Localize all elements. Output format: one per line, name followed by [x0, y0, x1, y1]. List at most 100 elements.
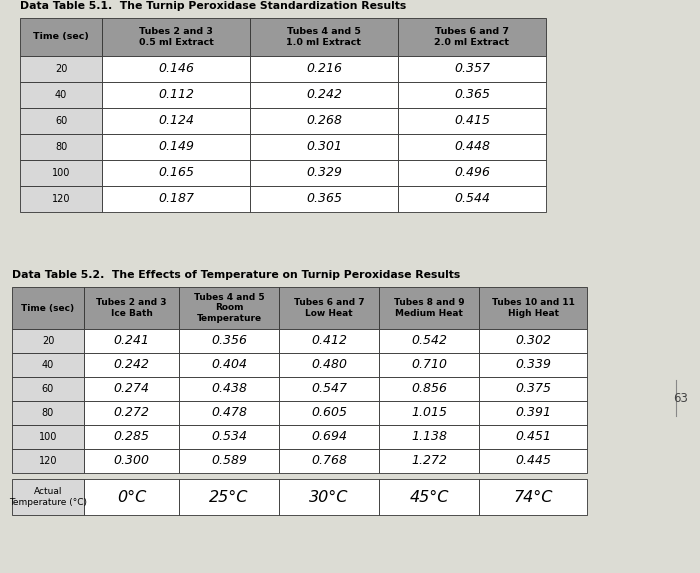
Text: 0.547: 0.547 — [311, 383, 347, 395]
Bar — [102, 108, 250, 134]
Text: 0.445: 0.445 — [515, 454, 551, 468]
Text: 0.365: 0.365 — [454, 88, 490, 101]
Text: 0.412: 0.412 — [311, 335, 347, 347]
Bar — [379, 353, 479, 377]
Text: Tubes 8 and 9
Medium Heat: Tubes 8 and 9 Medium Heat — [393, 299, 464, 317]
Bar — [12, 425, 84, 449]
Text: 60: 60 — [55, 116, 67, 126]
Bar — [12, 353, 84, 377]
Text: Tubes 6 and 7
Low Heat: Tubes 6 and 7 Low Heat — [294, 299, 364, 317]
Text: 20: 20 — [55, 64, 67, 74]
Bar — [12, 401, 84, 425]
Bar — [250, 160, 398, 186]
Text: 0.478: 0.478 — [211, 406, 247, 419]
Bar — [102, 56, 250, 82]
Bar — [379, 449, 479, 473]
Bar — [379, 425, 479, 449]
Bar — [179, 353, 279, 377]
Bar — [179, 479, 279, 515]
Text: Tubes 4 and 5
Room
Temperature: Tubes 4 and 5 Room Temperature — [194, 293, 265, 323]
Bar — [102, 134, 250, 160]
Bar — [102, 82, 250, 108]
Bar — [179, 287, 279, 329]
Bar — [398, 186, 546, 212]
Text: Tubes 4 and 5
1.0 ml Extract: Tubes 4 and 5 1.0 ml Extract — [286, 28, 361, 47]
Bar — [279, 401, 379, 425]
Text: 0.274: 0.274 — [113, 383, 150, 395]
Text: 0.605: 0.605 — [311, 406, 347, 419]
Bar — [84, 329, 179, 353]
Text: 0.415: 0.415 — [454, 115, 490, 128]
Text: 0.496: 0.496 — [454, 167, 490, 179]
Bar — [250, 18, 398, 56]
Bar — [250, 56, 398, 82]
Bar — [250, 82, 398, 108]
Bar — [398, 56, 546, 82]
Text: 0.124: 0.124 — [158, 115, 194, 128]
Text: Tubes 2 and 3
Ice Bath: Tubes 2 and 3 Ice Bath — [97, 299, 167, 317]
Bar — [479, 287, 587, 329]
Text: 0.301: 0.301 — [306, 140, 342, 154]
Text: 0.112: 0.112 — [158, 88, 194, 101]
Bar — [12, 479, 84, 515]
Text: 0.404: 0.404 — [211, 359, 247, 371]
Bar — [102, 18, 250, 56]
Text: Time (sec): Time (sec) — [33, 33, 89, 41]
Bar — [12, 377, 84, 401]
Bar — [84, 353, 179, 377]
Bar — [379, 401, 479, 425]
Bar — [250, 134, 398, 160]
Text: 74°C: 74°C — [513, 489, 553, 504]
Text: 0.856: 0.856 — [411, 383, 447, 395]
Text: 0.542: 0.542 — [411, 335, 447, 347]
Text: 0.357: 0.357 — [454, 62, 490, 76]
Text: Tubes 2 and 3
0.5 ml Extract: Tubes 2 and 3 0.5 ml Extract — [139, 28, 214, 47]
Bar — [12, 329, 84, 353]
Bar — [84, 377, 179, 401]
Bar — [20, 186, 102, 212]
Text: 0.356: 0.356 — [211, 335, 247, 347]
Bar — [398, 18, 546, 56]
Text: 0.272: 0.272 — [113, 406, 150, 419]
Bar — [379, 329, 479, 353]
Bar — [479, 401, 587, 425]
Text: 120: 120 — [38, 456, 57, 466]
Bar — [84, 425, 179, 449]
Bar — [102, 160, 250, 186]
Text: 0.365: 0.365 — [306, 193, 342, 206]
Text: 0.448: 0.448 — [454, 140, 490, 154]
Bar — [84, 449, 179, 473]
Bar — [20, 160, 102, 186]
Bar — [250, 108, 398, 134]
Bar — [179, 377, 279, 401]
Text: Actual
Temperature (°C): Actual Temperature (°C) — [9, 487, 87, 507]
Text: 45°C: 45°C — [410, 489, 449, 504]
Bar — [479, 449, 587, 473]
Text: 0.451: 0.451 — [515, 430, 551, 444]
Text: 120: 120 — [52, 194, 70, 204]
Bar — [279, 449, 379, 473]
Bar — [20, 18, 102, 56]
Text: 63: 63 — [673, 391, 688, 405]
Text: 100: 100 — [38, 432, 57, 442]
Text: 0.149: 0.149 — [158, 140, 194, 154]
Bar — [479, 377, 587, 401]
Text: 80: 80 — [55, 142, 67, 152]
Text: 30°C: 30°C — [309, 489, 349, 504]
Bar — [20, 134, 102, 160]
Text: Data Table 5.1.  The Turnip Peroxidase Standardization Results: Data Table 5.1. The Turnip Peroxidase St… — [20, 1, 406, 11]
Text: 0.589: 0.589 — [211, 454, 247, 468]
Text: 80: 80 — [42, 408, 54, 418]
Bar — [279, 479, 379, 515]
Text: 0.438: 0.438 — [211, 383, 247, 395]
Bar — [12, 287, 84, 329]
Text: 0.268: 0.268 — [306, 115, 342, 128]
Text: 20: 20 — [42, 336, 54, 346]
Text: Time (sec): Time (sec) — [22, 304, 75, 312]
Text: 0.544: 0.544 — [454, 193, 490, 206]
Text: 0.242: 0.242 — [306, 88, 342, 101]
Text: 0.694: 0.694 — [311, 430, 347, 444]
Bar — [179, 329, 279, 353]
Bar — [279, 287, 379, 329]
Text: 0.165: 0.165 — [158, 167, 194, 179]
